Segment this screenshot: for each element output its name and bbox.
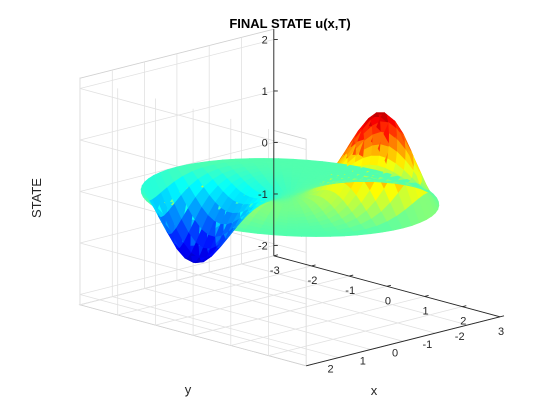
x-tick-label: -2 xyxy=(308,275,318,287)
grid-line xyxy=(241,263,468,326)
grid-line xyxy=(79,245,274,295)
grid-line xyxy=(144,288,371,350)
grid-line xyxy=(79,294,307,356)
grid-line xyxy=(79,242,307,305)
x-tick-mark xyxy=(462,305,467,308)
surface-patch xyxy=(278,158,294,162)
y-axis-label: y xyxy=(185,382,192,397)
y-tick-label: -1 xyxy=(423,339,433,351)
x-tick-label: 2 xyxy=(460,316,466,328)
grid-line xyxy=(79,39,274,89)
x-tick-mark xyxy=(386,284,392,287)
z-tick-label: 1 xyxy=(262,86,268,98)
surface-mesh xyxy=(140,112,440,264)
z-tick-label: -1 xyxy=(258,189,268,201)
surface-patch xyxy=(297,223,311,227)
grid-line xyxy=(79,88,307,150)
x-tick-mark xyxy=(499,315,505,318)
x-tick-label: 0 xyxy=(385,295,391,307)
x-tick-label: 3 xyxy=(498,326,504,338)
x-axis-label: x xyxy=(371,383,378,398)
chart-title: FINAL STATE u(x,T) xyxy=(229,16,350,31)
y-tick-label: -2 xyxy=(455,331,465,343)
grid-line xyxy=(79,90,274,141)
surface-patch xyxy=(313,233,331,237)
grid-line xyxy=(209,271,436,334)
z-axis-label: STATE xyxy=(29,178,44,218)
z-tick-label: 0 xyxy=(262,138,268,150)
x-tick-label: -1 xyxy=(345,285,355,297)
surface-patch xyxy=(298,226,313,230)
surface-patch xyxy=(300,233,317,237)
x-tick-label: 1 xyxy=(423,306,429,318)
grid-line xyxy=(112,296,339,359)
y-axis-line xyxy=(306,316,501,367)
y-tick-label: 0 xyxy=(392,347,398,359)
x-tick-mark xyxy=(311,264,316,267)
x-tick-label: -3 xyxy=(270,265,280,277)
surface-patch xyxy=(282,172,293,176)
x-tick-mark xyxy=(273,254,278,257)
surface-patch xyxy=(428,191,439,202)
surface-patch xyxy=(288,208,297,212)
grid-line xyxy=(176,279,404,342)
x-tick-mark xyxy=(424,295,429,297)
z-tick-label: -2 xyxy=(258,241,268,253)
x-tick-mark xyxy=(349,274,354,277)
y-tick-label: 1 xyxy=(360,356,366,368)
y-tick-label: 2 xyxy=(327,364,333,376)
z-tick-label: 2 xyxy=(262,35,268,47)
